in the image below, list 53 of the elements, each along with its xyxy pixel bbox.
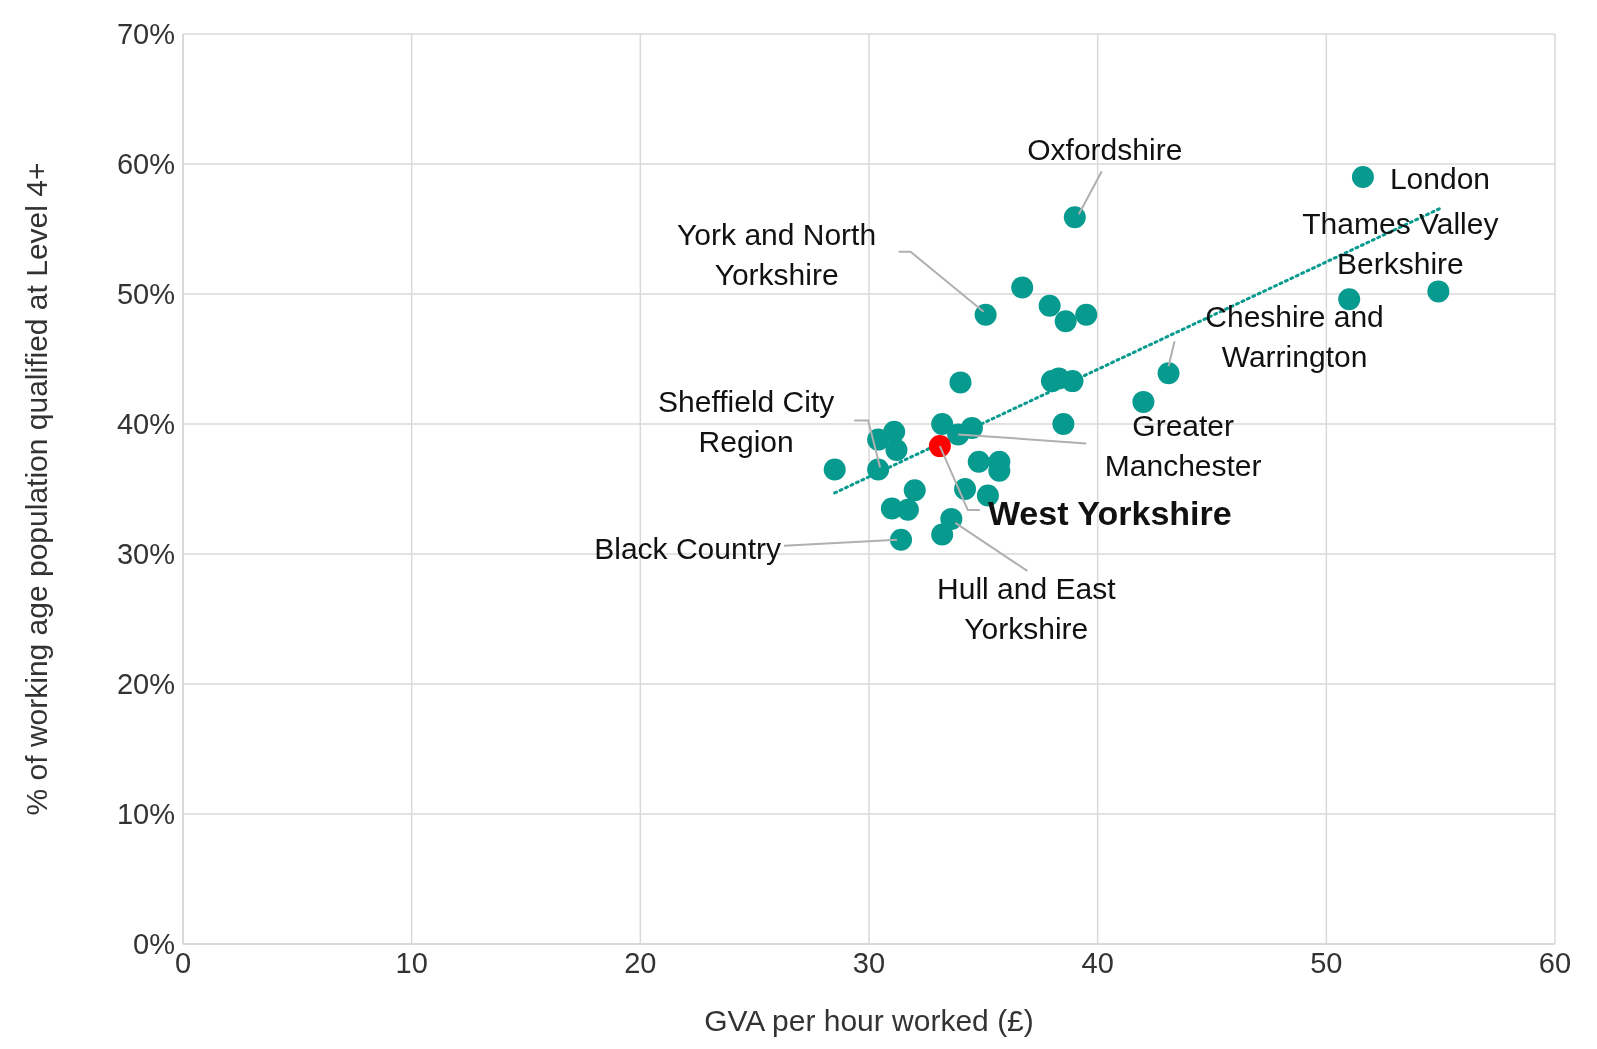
point <box>1132 390 1155 413</box>
point <box>1157 362 1180 385</box>
point <box>1061 370 1084 393</box>
y-tick-label: 50% <box>116 278 175 311</box>
point <box>1052 413 1075 435</box>
point <box>1351 166 1374 188</box>
point <box>949 371 972 394</box>
point <box>896 498 919 521</box>
y-tick-label: 0% <box>133 928 175 961</box>
point <box>903 479 926 502</box>
annotation: Hull and East Yorkshire <box>937 571 1117 645</box>
annotation: London <box>1389 161 1491 195</box>
point <box>885 439 908 461</box>
point <box>1038 294 1061 317</box>
annotation: York and North Yorkshire <box>677 217 877 291</box>
annotation: Black Country <box>594 531 782 565</box>
point <box>1427 280 1450 303</box>
annotation: Sheffield City Region <box>658 384 835 457</box>
y-tick-label: 40% <box>116 408 175 441</box>
point <box>1011 276 1034 299</box>
x-tick-label: 20 <box>624 946 657 979</box>
x-axis-title: GVA per hour worked (£) <box>704 1004 1034 1037</box>
point <box>890 528 913 551</box>
annotation: Greater Manchester <box>1104 408 1262 482</box>
point <box>928 435 951 458</box>
annotation: West Yorkshire <box>987 494 1232 533</box>
y-tick-label: 30% <box>116 538 175 571</box>
x-tick-label: 60 <box>1538 946 1572 979</box>
x-tick-label: 10 <box>395 946 428 979</box>
x-tick-label: 30 <box>852 946 886 979</box>
point <box>867 458 890 481</box>
annotation: Oxfordshire <box>1027 132 1183 166</box>
point <box>967 450 990 473</box>
point <box>1075 303 1098 326</box>
x-tick-label: 40 <box>1081 946 1114 979</box>
annotation: Thames Valley Berkshire <box>1302 206 1499 280</box>
x-tick-label: 50 <box>1310 946 1343 979</box>
annotation: Cheshire and Warrington <box>1205 299 1384 373</box>
y-tick-label: 60% <box>116 148 175 181</box>
y-axis-title: % of working age population qualified at Level 4+ <box>19 162 53 816</box>
point <box>974 303 997 326</box>
y-tick-label: 20% <box>116 668 175 701</box>
point <box>931 413 954 435</box>
point <box>954 478 977 500</box>
point <box>1063 206 1086 229</box>
point <box>1054 310 1077 333</box>
point <box>823 458 846 481</box>
point <box>947 423 970 446</box>
y-tick-label: 10% <box>116 798 175 831</box>
x-tick-label: 0 <box>174 946 192 979</box>
point <box>931 523 954 546</box>
y-tick-label: 70% <box>116 18 175 51</box>
point <box>883 420 906 443</box>
